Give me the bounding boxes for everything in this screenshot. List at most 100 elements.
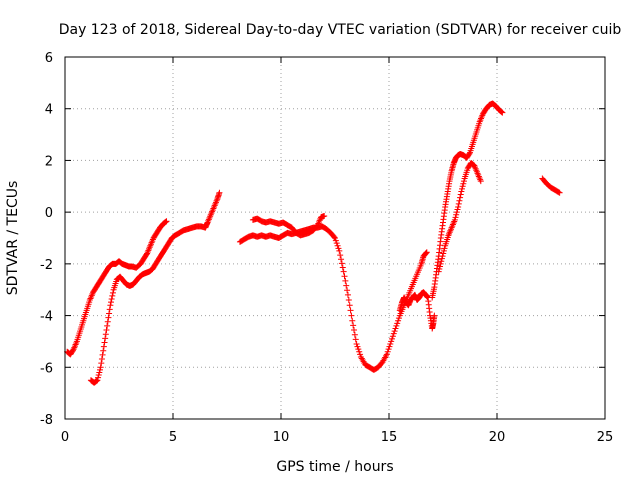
data-point [357,351,364,358]
data-point [143,251,150,258]
series-arc-4 [249,213,328,239]
data-point [460,180,467,187]
data-point [342,277,349,284]
series-arc-8 [539,175,563,196]
data-point [216,189,223,196]
y-tick-label: 6 [45,51,53,66]
series-arc-5 [396,289,438,332]
y-tick-label: -8 [40,413,53,428]
data-point [93,377,100,384]
x-tick-label: 25 [597,430,614,445]
data-point [95,374,102,381]
data-point [439,253,446,260]
data-point [455,203,462,210]
data-point [438,255,445,262]
data-point [343,282,350,289]
data-point [454,206,461,213]
data-point [354,343,361,350]
data-point [351,331,358,338]
data-point [100,343,107,350]
data-point [100,347,107,354]
data-point [453,211,460,218]
data-point [355,346,362,353]
series-arc-7 [435,160,484,275]
plot-area [64,56,606,420]
data-point [339,264,346,271]
data-point [332,235,338,241]
data-point [436,263,443,270]
data-point [499,109,506,116]
data-point [344,291,351,298]
data-point [98,356,105,363]
data-point [332,237,339,244]
y-tick-label: -4 [40,310,53,325]
data-point [395,317,402,324]
data-point [338,260,345,267]
data-point [163,218,170,225]
data-point [459,185,466,192]
data-point [387,341,394,348]
y-tick-label: -6 [40,361,53,376]
data-point [96,369,103,376]
x-tick-label: 15 [381,430,398,445]
y-tick-label: 4 [45,103,53,118]
data-point [108,299,115,306]
data-point [109,289,116,296]
data-point [108,296,115,303]
data-point [337,252,344,259]
data-point [459,183,466,190]
data-point [334,242,341,249]
data-point [98,360,105,367]
data-point [162,219,169,226]
data-point [348,312,355,319]
data-point [351,327,358,334]
data-point [384,348,391,355]
x-tick-label: 5 [169,430,177,445]
data-point [457,194,464,201]
data-point [69,347,76,354]
data-point [460,178,467,185]
data-point [103,327,110,334]
data-point [340,268,347,275]
data-point [440,250,447,257]
data-point [423,249,430,256]
y-tick-label: 2 [45,154,53,169]
y-tick-label: 0 [45,206,53,221]
series-arc-3 [236,223,430,373]
data-point [104,318,111,325]
chart-title: Day 123 of 2018, Sidereal Day-to-day VTE… [59,22,622,38]
data-point [389,335,396,342]
data-point [350,322,357,329]
data-point [347,307,354,314]
data-point [321,213,328,220]
data-points [64,100,563,386]
data-point [96,366,103,373]
data-point [555,189,562,196]
data-point [336,247,343,254]
data-point [390,330,397,337]
data-point [94,377,101,384]
data-point [435,268,442,275]
data-point [453,209,460,216]
x-axis-label: GPS time / hours [276,459,393,475]
data-point [498,109,505,116]
data-point [344,287,351,294]
data-point [331,233,338,240]
data-point [349,317,356,324]
data-point [104,322,111,329]
data-point [392,325,399,332]
data-point [394,320,401,327]
data-point [458,188,465,195]
data-point [162,218,169,225]
data-point [102,331,109,338]
data-point [107,302,114,309]
data-point [498,108,505,115]
data-point [393,322,400,329]
data-point [333,240,340,247]
data-point [106,306,113,313]
data-point [438,258,445,265]
data-point [441,245,448,252]
data-point [105,314,112,321]
data-point [386,343,393,350]
